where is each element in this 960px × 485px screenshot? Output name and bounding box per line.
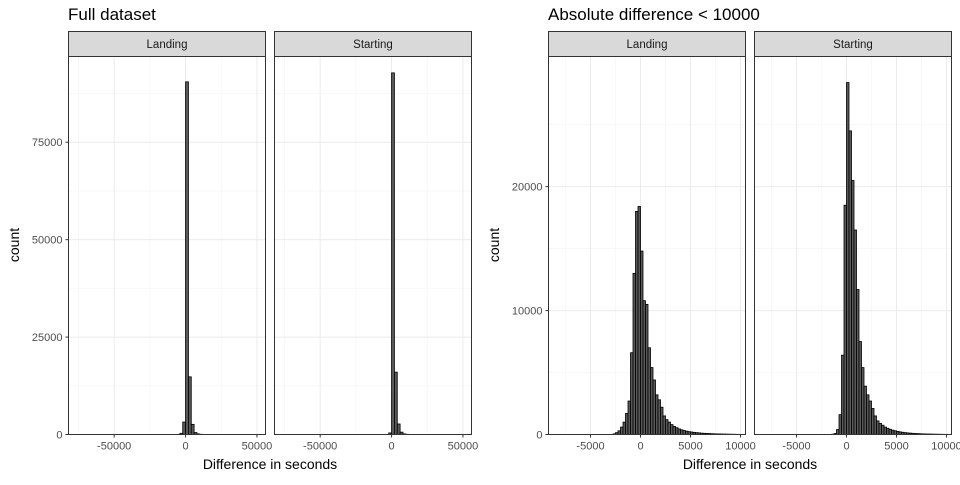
y-tick-label: 75000 <box>32 137 63 149</box>
y-axis-ticks: 0 25000 50000 75000 <box>32 137 69 441</box>
facet-landing: Landing -5000 0 5000 10000 <box>549 32 756 453</box>
facet-strip-label: Starting <box>833 39 873 51</box>
panel-background <box>69 57 266 435</box>
x-tick-label: 0 <box>388 441 394 453</box>
histogram-bar <box>186 82 189 435</box>
y-tick-label: 0 <box>536 430 542 442</box>
plot-full-dataset: Full dataset Landing -50000 0 50000 Starti… <box>6 5 478 472</box>
facet-strip-label: Landing <box>147 39 188 51</box>
x-tick-label: -50000 <box>303 441 337 453</box>
histogram-bar <box>183 422 186 434</box>
x-axis-ticks: -5000 0 5000 10000 <box>782 435 960 453</box>
y-tick-label: 25000 <box>32 332 63 344</box>
y-tick-label: 10000 <box>512 306 543 318</box>
x-tick-label: 0 <box>843 441 849 453</box>
y-tick-label: 50000 <box>32 235 63 247</box>
x-axis-title: Difference in seconds <box>203 456 337 472</box>
histogram-bar <box>397 424 400 435</box>
facet-strip-label: Landing <box>627 39 668 51</box>
facet-starting: Starting -5000 0 5000 10000 <box>755 32 960 453</box>
y-axis-title: count <box>486 228 502 262</box>
x-tick-label: -5000 <box>782 441 810 453</box>
x-tick-label: 10000 <box>931 441 960 453</box>
x-axis-ticks: -50000 0 50000 <box>303 435 478 453</box>
x-tick-label: 0 <box>637 441 643 453</box>
y-tick-label: 0 <box>56 430 62 442</box>
plot-title: Absolute difference < 10000 <box>548 5 760 24</box>
histogram-bar <box>188 377 191 435</box>
histogram-bar <box>392 73 395 435</box>
plot-absolute-difference: Absolute difference < 10000 Landing -500… <box>486 5 960 472</box>
histogram-bar <box>191 424 194 434</box>
x-tick-label: 5000 <box>678 441 702 453</box>
x-axis-title: Difference in seconds <box>683 456 817 472</box>
x-axis-ticks: -50000 0 50000 <box>97 435 272 453</box>
facet-strip-label: Starting <box>353 39 393 51</box>
x-tick-label: -5000 <box>576 441 604 453</box>
plot-title: Full dataset <box>68 5 156 24</box>
facet-starting: Starting -50000 0 50000 <box>275 32 479 453</box>
x-tick-label: -50000 <box>97 441 131 453</box>
x-tick-label: 0 <box>182 441 188 453</box>
x-axis-ticks: -5000 0 5000 10000 <box>576 435 755 453</box>
x-tick-label: 50000 <box>448 441 479 453</box>
facet-landing: Landing -50000 0 50000 <box>69 32 273 453</box>
y-axis-ticks: 0 10000 20000 <box>512 182 549 442</box>
panel-background <box>275 57 472 435</box>
x-tick-label: 5000 <box>884 441 908 453</box>
x-tick-label: 10000 <box>725 441 756 453</box>
y-axis-title: count <box>6 228 22 262</box>
histogram-bar <box>394 372 397 434</box>
y-tick-label: 20000 <box>512 182 543 194</box>
x-tick-label: 50000 <box>242 441 273 453</box>
